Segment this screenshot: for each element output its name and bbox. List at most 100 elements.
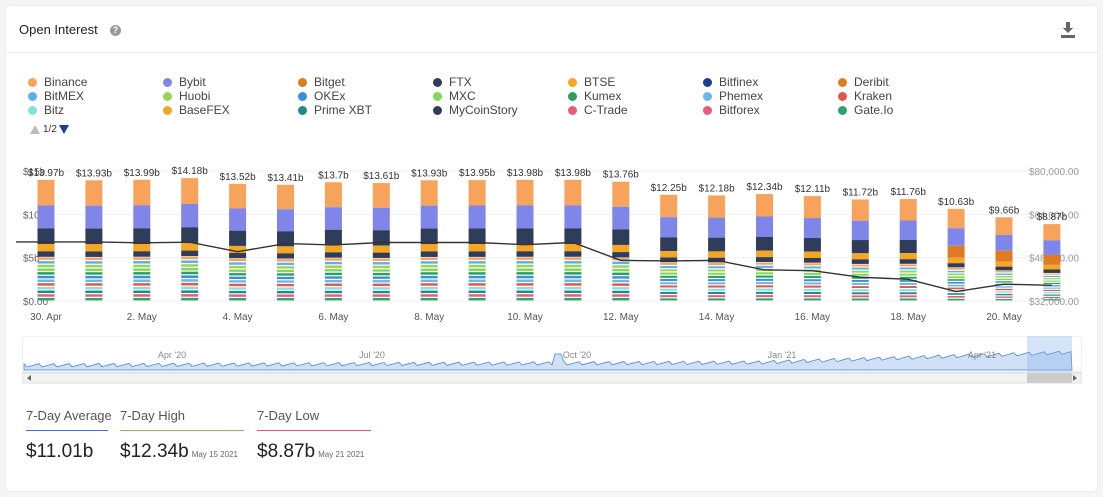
- bar-segment: [277, 280, 294, 283]
- bar-segment: [1043, 280, 1061, 282]
- bar-total-label: $13.98b: [507, 168, 544, 179]
- bar-segment: [181, 290, 199, 293]
- navigator-label: Apr '20: [158, 350, 186, 360]
- legend-swatch: [838, 106, 847, 115]
- bar-segment: [803, 257, 821, 263]
- bar-segment: [612, 252, 630, 258]
- bar-segment: [756, 265, 773, 268]
- bar-segment: [181, 271, 199, 275]
- bar-segment: [564, 294, 582, 297]
- bar-segment: [420, 251, 438, 257]
- bar-segment: [37, 179, 55, 206]
- bar-segment: [899, 253, 917, 260]
- bar-segment: [851, 240, 869, 254]
- bar-segment: [803, 282, 821, 285]
- bar-segment: [277, 269, 294, 273]
- bar-segment: [181, 275, 199, 278]
- bar-segment: [516, 228, 534, 245]
- bar-segment: [756, 272, 773, 275]
- legend-label: Phemex: [719, 89, 764, 103]
- bar-total-label: $10.63b: [938, 197, 975, 208]
- bar-segment: [85, 264, 103, 268]
- bar-segment: [995, 261, 1013, 267]
- legend-label: Bitz: [44, 103, 65, 117]
- bar-segment: [1043, 282, 1061, 285]
- bar-segment: [899, 276, 917, 279]
- scroll-left-icon[interactable]: [27, 375, 31, 381]
- legend-swatch: [163, 92, 172, 101]
- bar-segment: [420, 205, 438, 229]
- bar-total-label: $13.97b: [28, 168, 65, 179]
- x-axis-tick: 2. May: [127, 312, 157, 323]
- bar-segment: [660, 237, 678, 252]
- scrollbar-thumb[interactable]: [1027, 373, 1072, 383]
- bar-segment: [133, 279, 151, 282]
- legend-swatch: [568, 106, 577, 115]
- bar-segment: [37, 286, 55, 290]
- bar-segment: [612, 181, 630, 207]
- bar-segment: [995, 278, 1013, 281]
- bar-segment: [85, 244, 103, 252]
- bar-segment: [995, 291, 1013, 293]
- bar-segment: [468, 272, 486, 275]
- bar-segment: [564, 286, 582, 290]
- bar-segment: [468, 205, 486, 229]
- open-interest-card: Open Interest ? Binance Bybit Bitget FTX BTS…: [6, 6, 1097, 491]
- bar-segment: [37, 268, 55, 271]
- bar-segment: [851, 289, 869, 292]
- bar-segment: [277, 266, 294, 269]
- scrollbar-track[interactable]: [22, 372, 1082, 384]
- bar-segment: [85, 251, 103, 257]
- bar-segment: [85, 257, 103, 261]
- x-axis-tick: 30. Apr: [30, 312, 62, 323]
- bar-segment: [324, 294, 342, 297]
- bar-segment: [1043, 269, 1061, 273]
- x-axis-tick: 16. May: [795, 312, 831, 323]
- bar-segment: [564, 272, 582, 275]
- bar-segment: [229, 252, 247, 259]
- help-icon[interactable]: ?: [110, 25, 121, 36]
- bar-segment: [564, 275, 582, 279]
- bar-segment: [947, 273, 965, 276]
- bar-segment: [420, 228, 438, 245]
- bar-segment: [612, 261, 630, 265]
- legend-next-icon[interactable]: [59, 125, 69, 134]
- bar-segment: [181, 294, 199, 297]
- stat-underline: [120, 430, 244, 431]
- bar-segment: [372, 207, 390, 231]
- bar-segment: [899, 279, 917, 282]
- bar-segment: [324, 207, 342, 230]
- bar-segment: [1043, 278, 1061, 280]
- bar-segment: [995, 217, 1013, 235]
- bar-segment: [612, 290, 630, 294]
- bar-segment: [803, 196, 821, 219]
- bar-segment: [420, 180, 438, 206]
- navigator-label: Jul '20: [359, 350, 385, 360]
- bar-segment: [756, 194, 773, 217]
- bar-segment: [37, 275, 55, 279]
- bar-segment: [277, 253, 294, 259]
- bar-segment: [708, 279, 726, 282]
- bar-segment: [37, 272, 55, 275]
- legend-prev-icon[interactable]: [30, 125, 40, 134]
- bar-total-label: $12.18b: [699, 183, 736, 194]
- bar-segment: [756, 250, 773, 258]
- bar-segment: [851, 264, 869, 267]
- stat-value: $11.01b: [26, 441, 94, 462]
- bar-segment: [851, 259, 869, 264]
- bar-segment: [133, 257, 151, 260]
- range-navigator[interactable]: Apr '20 Jul '20 Oct '20 Jan '21 Apr '21: [22, 336, 1082, 384]
- scroll-right-icon[interactable]: [1073, 375, 1077, 381]
- bar-segment: [324, 229, 342, 246]
- navigator-selection[interactable]: [1027, 336, 1072, 372]
- stat-value: $12.34b May 15 2021: [120, 441, 238, 462]
- bar-segment: [851, 273, 869, 276]
- bar-segment: [899, 239, 917, 254]
- bar-segment: [564, 297, 582, 301]
- bar-segment: [564, 268, 582, 271]
- bar-segment: [756, 236, 773, 251]
- download-icon[interactable]: [1061, 22, 1075, 38]
- bar-segment: [516, 297, 534, 301]
- bar-segment: [133, 268, 151, 271]
- bar-total-label: $8.87b: [1037, 212, 1068, 223]
